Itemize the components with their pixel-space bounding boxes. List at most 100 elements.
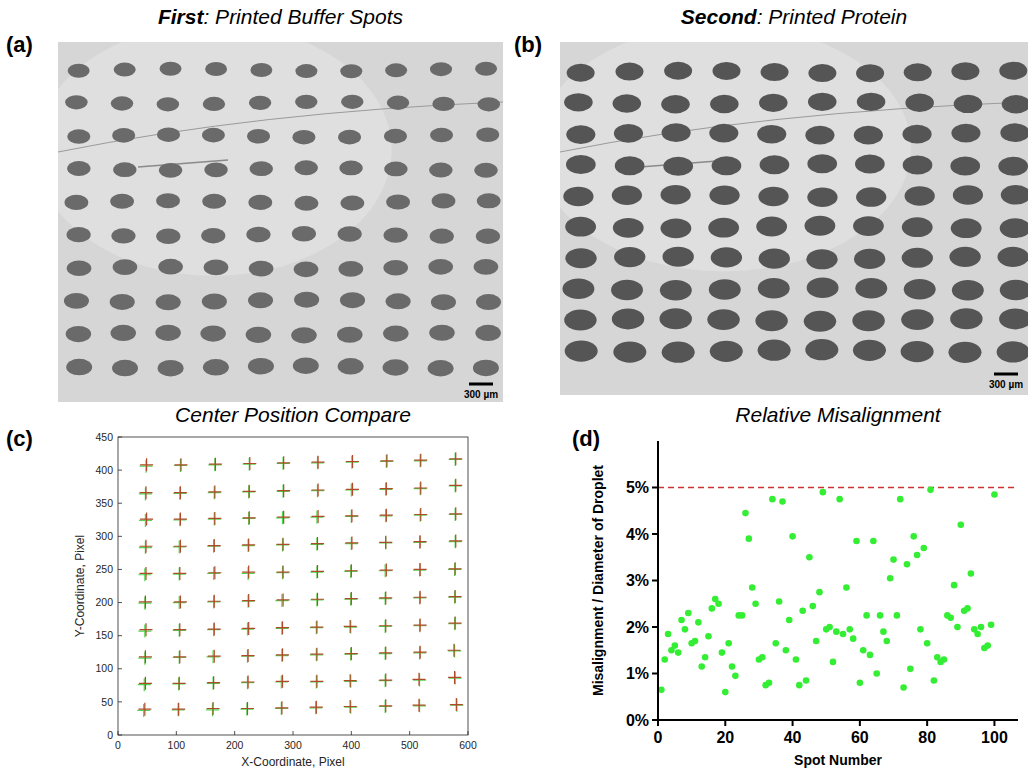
point [984, 642, 991, 649]
spot [566, 125, 595, 144]
cross-marker [174, 513, 187, 526]
panel-title: Second: Printed Protein [681, 5, 907, 28]
panel-letter: (a) [6, 32, 33, 57]
point [947, 614, 954, 621]
cross-marker [207, 702, 220, 715]
spot [615, 156, 645, 175]
spot [759, 249, 790, 269]
cross-marker [310, 621, 323, 634]
spot [250, 63, 272, 77]
cross-marker [346, 483, 359, 496]
spot [805, 339, 838, 360]
spot [114, 63, 136, 77]
image-panel: (b)Second: Printed Protein300 µm [514, 5, 1032, 395]
image-panel: (a)First: Printed Buffer Spots300 µm [6, 5, 503, 402]
spot [951, 124, 980, 143]
spot [660, 280, 692, 301]
spot [997, 247, 1028, 267]
spot [478, 97, 500, 111]
cross-marker [413, 619, 426, 632]
point [870, 538, 877, 545]
cross-marker [310, 621, 323, 634]
cross-marker [208, 650, 221, 663]
spot [476, 127, 499, 142]
spot [662, 342, 695, 363]
axes: 0204060801000%1%2%3%4%5%Spot NumberMisal… [572, 403, 1018, 768]
cross-marker [380, 454, 393, 467]
point [927, 487, 934, 494]
point [853, 538, 860, 545]
spot [338, 358, 364, 375]
point [958, 521, 965, 528]
plot-frame [118, 437, 468, 735]
cross-marker [138, 568, 151, 581]
cross-marker [449, 590, 462, 603]
spot [341, 195, 365, 210]
spot [291, 327, 317, 343]
cross-marker [414, 619, 427, 632]
spot [246, 327, 272, 343]
cross-marker [379, 646, 392, 659]
spot [562, 279, 594, 300]
x-tick [118, 731, 119, 735]
spot [612, 186, 642, 205]
y-tick [652, 580, 658, 582]
cross-marker [413, 674, 426, 687]
spot [902, 248, 933, 268]
spot [563, 187, 593, 206]
cross-marker [172, 678, 185, 691]
cross-marker [414, 591, 427, 604]
point [924, 640, 931, 647]
cross-marker [450, 698, 463, 711]
cross-marker [414, 509, 427, 522]
spot [339, 261, 364, 277]
cross-marker [344, 701, 357, 714]
point [661, 656, 668, 663]
cross-marker [449, 617, 462, 630]
spot [200, 325, 226, 341]
cross-marker [275, 622, 288, 635]
axes: 0100200300400500600050100150200250300350… [6, 403, 477, 769]
point [695, 619, 702, 626]
spot [476, 294, 501, 310]
cross-marker [413, 536, 426, 549]
y-tick [652, 626, 658, 628]
spot [663, 247, 694, 267]
spot [807, 154, 837, 173]
point [857, 680, 864, 687]
spot [804, 311, 836, 332]
cross-marker [242, 539, 255, 552]
cross-marker [379, 700, 392, 713]
series [137, 453, 463, 717]
cross-marker [207, 595, 220, 608]
cross-marker [344, 675, 357, 688]
cross-marker [414, 535, 427, 548]
y-tick [118, 470, 122, 471]
cross-marker [414, 563, 427, 576]
point [840, 631, 847, 638]
spot [904, 63, 932, 81]
y-tick-label: 300 [95, 530, 113, 542]
spot [855, 278, 887, 299]
cross-marker [208, 539, 221, 552]
cross-marker [346, 455, 359, 468]
point [917, 626, 924, 633]
cross-marker [344, 593, 357, 606]
y-tick-label: 4% [626, 526, 649, 543]
spot [384, 129, 407, 144]
y-tick [118, 569, 122, 570]
cross-marker [277, 593, 290, 606]
spot [755, 310, 787, 331]
cross-marker [173, 487, 186, 500]
point [665, 631, 672, 638]
spot [901, 309, 933, 330]
x-tick-label: 200 [226, 739, 244, 751]
y-tick [118, 536, 122, 537]
cross-marker [139, 650, 152, 663]
cross-marker [209, 458, 222, 471]
x-tick [993, 720, 995, 726]
cross-marker [311, 484, 324, 497]
cross-marker [276, 538, 289, 551]
cross-marker [173, 567, 186, 580]
spot [948, 342, 981, 363]
